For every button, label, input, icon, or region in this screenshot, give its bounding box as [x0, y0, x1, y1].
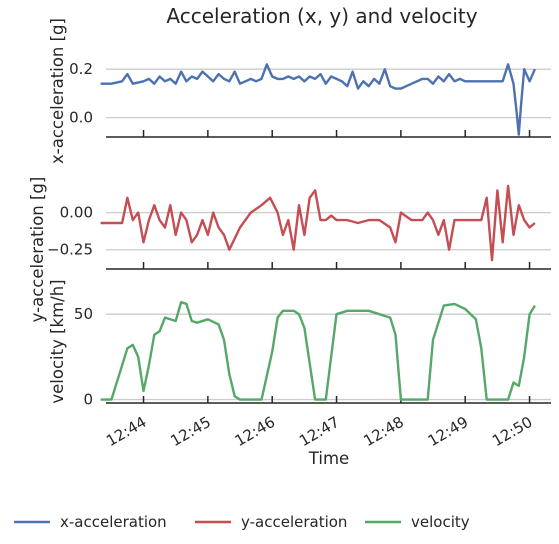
- y-axis-label: x-acceleration [g]: [48, 18, 67, 164]
- chart-title: Acceleration (x, y) and velocity: [166, 4, 477, 28]
- y-axis-label: y-acceleration [g]: [28, 177, 47, 323]
- x-tick-label: 12:50: [489, 413, 535, 450]
- panel-y-acceleration: −0.25 0.00 y-acceleration [g]: [28, 177, 551, 323]
- y-tick-label: 0.00: [60, 204, 93, 222]
- x-tick-label: 12:44: [103, 413, 149, 450]
- series-line-y-acceleration: [100, 184, 536, 262]
- y-tick-label: 0.0: [69, 109, 93, 127]
- panel-velocity: 0 50 velocity [km/h]: [48, 279, 551, 409]
- y-axis-label: velocity [km/h]: [48, 279, 67, 403]
- x-tick-label: 12:47: [296, 413, 342, 450]
- legend: x-acceleration y-acceleration velocity: [14, 513, 470, 531]
- panels: 0.0 0.2x-acceleration [g] −0.25 0.00 y-accel…: [28, 18, 551, 450]
- y-tick-label: 0: [83, 391, 93, 409]
- y-tick-label: 50: [74, 305, 93, 323]
- x-tick-label: 12:45: [167, 413, 213, 450]
- panel-x-acceleration: 0.0 0.2x-acceleration [g]: [48, 18, 551, 164]
- legend-label: velocity: [411, 513, 470, 531]
- x-tick-label: 12:46: [232, 413, 278, 450]
- legend-label: y-acceleration: [241, 513, 347, 531]
- series-line-velocity: [100, 301, 536, 401]
- x-tick-label: 12:48: [360, 413, 406, 450]
- x-axis-label: Time: [308, 449, 349, 468]
- legend-item-x-acceleration: x-acceleration: [14, 513, 167, 531]
- x-tick-label: 12:49: [425, 413, 471, 450]
- legend-item-y-acceleration: y-acceleration: [195, 513, 347, 531]
- legend-label: x-acceleration: [60, 513, 167, 531]
- y-tick-label: −0.25: [47, 241, 93, 259]
- legend-item-velocity: velocity: [365, 513, 470, 531]
- y-tick-label: 0.2: [69, 60, 93, 78]
- series-line-x-acceleration: [100, 63, 536, 136]
